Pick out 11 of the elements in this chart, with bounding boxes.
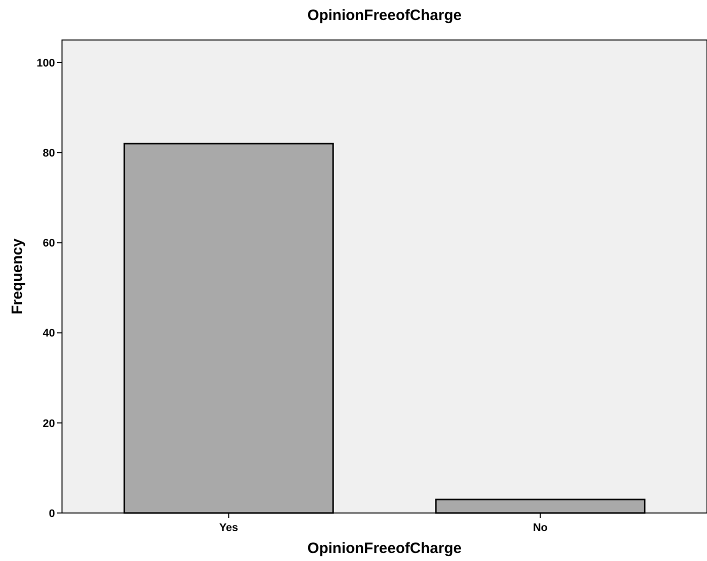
y-tick-label: 100 — [36, 57, 55, 70]
x-tick-label: No — [532, 522, 548, 534]
y-tick-label: 0 — [48, 508, 55, 520]
y-tick-label: 80 — [42, 147, 55, 160]
x-tick-label: Yes — [219, 522, 238, 534]
y-tick-label: 20 — [42, 418, 55, 430]
chart-title: OpinionFreeofCharge — [307, 7, 462, 24]
y-tick-label: 60 — [42, 238, 55, 250]
y-axis-title: Frequency — [9, 238, 26, 314]
y-tick-label: 40 — [42, 328, 55, 340]
x-axis-title: OpinionFreeofCharge — [307, 540, 462, 557]
